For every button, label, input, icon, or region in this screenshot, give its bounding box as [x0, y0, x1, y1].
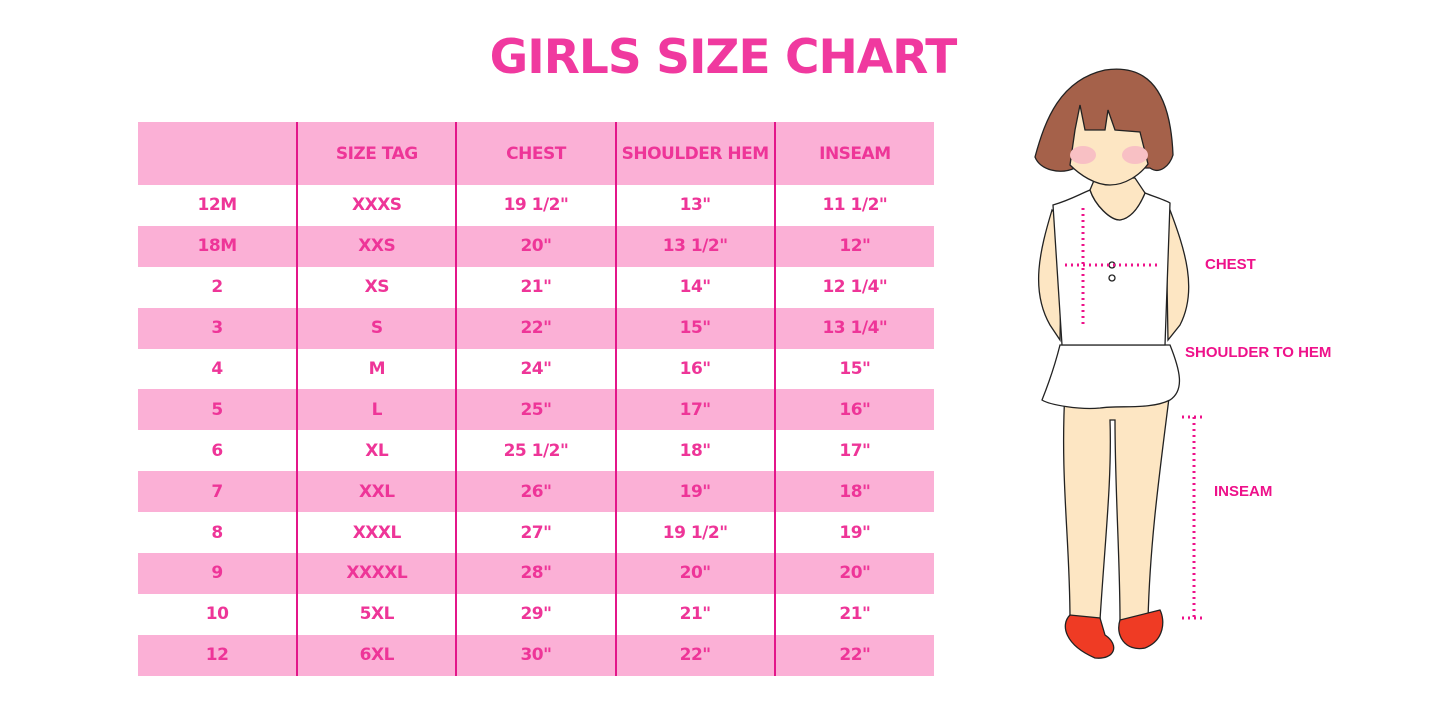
face	[1069, 104, 1149, 186]
table-cell: 7	[138, 471, 298, 513]
table-row: 10 5XL 29" 21" 21"	[138, 593, 934, 635]
column-header	[138, 122, 298, 185]
table-cell: 18"	[773, 471, 934, 513]
left-shoe	[1064, 614, 1115, 659]
table-cell: 28"	[455, 553, 616, 594]
page-title: GIRLS SIZE CHART	[489, 30, 958, 85]
table-cell: 18"	[614, 430, 775, 472]
table-cell: S	[296, 307, 457, 349]
table-cell: 19"	[614, 471, 775, 513]
column-header: SHOULDER HEM	[614, 122, 775, 185]
table-header-row: SIZE TAG CHEST SHOULDER HEM INSEAM	[138, 122, 934, 185]
table-cell: 30"	[455, 634, 616, 676]
table-cell: 5XL	[296, 593, 457, 635]
table-cell: XXL	[296, 471, 457, 513]
legs	[1062, 389, 1171, 621]
table-cell: 10	[138, 593, 298, 635]
table-cell: 19 1/2"	[614, 512, 775, 554]
table-cell: 22"	[614, 634, 775, 676]
skirt	[1041, 344, 1181, 410]
table-cell: 3	[138, 307, 298, 349]
table-cell: 25 1/2"	[455, 430, 616, 472]
column-header: INSEAM	[773, 122, 934, 185]
table-cell: 20"	[614, 553, 775, 594]
table-cell: 2	[138, 266, 298, 308]
table-cell: 21"	[773, 593, 934, 635]
table-cell: 11 1/2"	[773, 185, 934, 226]
table-cell: 9	[138, 553, 298, 594]
table-cell: XXXL	[296, 512, 457, 554]
table-cell: 6	[138, 430, 298, 472]
table-cell: 25"	[455, 389, 616, 431]
table-row: 3 S 22" 15" 13 1/4"	[138, 307, 934, 349]
table-cell: 15"	[773, 348, 934, 390]
table-cell: 22"	[773, 634, 934, 676]
table-cell: 6XL	[296, 634, 457, 676]
table-cell: 5	[138, 389, 298, 431]
inseam-label: INSEAM	[1214, 483, 1273, 500]
table-cell: 21"	[614, 593, 775, 635]
table-cell: 26"	[455, 471, 616, 513]
table-cell: 12"	[773, 225, 934, 267]
table-cell: 19 1/2"	[455, 185, 616, 226]
table-cell: 20"	[773, 553, 934, 594]
column-header: SIZE TAG	[296, 122, 457, 185]
table-cell: 8	[138, 512, 298, 554]
table-cell: 12	[138, 634, 298, 676]
table-cell: 13"	[614, 185, 775, 226]
table-row: 5 L 25" 17" 16"	[138, 389, 934, 431]
table-cell: 24"	[455, 348, 616, 390]
table-cell: 15"	[614, 307, 775, 349]
table-cell: 18M	[138, 225, 298, 267]
table-cell: 21"	[455, 266, 616, 308]
table-row: 7 XXL 26" 19" 18"	[138, 471, 934, 513]
table-row: 12 6XL 30" 22" 22"	[138, 634, 934, 676]
table-cell: XXS	[296, 225, 457, 267]
shoulder-to-hem-label: SHOULDER TO HEM	[1185, 344, 1332, 361]
table-cell: 27"	[455, 512, 616, 554]
table-cell: 29"	[455, 593, 616, 635]
table-row: 6 XL 25 1/2" 18" 17"	[138, 430, 934, 472]
table-cell: 12 1/4"	[773, 266, 934, 308]
table-row: 4 M 24" 16" 15"	[138, 348, 934, 390]
table-cell: XXXXL	[296, 553, 457, 594]
table-row: 9 XXXXL 28" 20" 20"	[138, 553, 934, 594]
table-cell: 20"	[455, 225, 616, 267]
table-cell: XL	[296, 430, 457, 472]
table-cell: 12M	[138, 185, 298, 226]
table-cell: 17"	[773, 430, 934, 472]
table-cell: 13 1/2"	[614, 225, 775, 267]
table-cell: 14"	[614, 266, 775, 308]
right-shoe	[1118, 609, 1164, 650]
table-cell: 22"	[455, 307, 616, 349]
table-cell: 19"	[773, 512, 934, 554]
table-cell: XXXS	[296, 185, 457, 226]
column-header: CHEST	[455, 122, 616, 185]
table-cell: 16"	[614, 348, 775, 390]
chest-label: CHEST	[1205, 256, 1256, 273]
table-row: 8 XXXL 27" 19 1/2" 19"	[138, 512, 934, 554]
table-cell: XS	[296, 266, 457, 308]
size-chart-table: SIZE TAG CHEST SHOULDER HEM INSEAM 12M XXXS 1…	[138, 122, 934, 676]
table-cell: 17"	[614, 389, 775, 431]
table-row: 12M XXXS 19 1/2" 13" 11 1/2"	[138, 185, 934, 226]
table-row: 2 XS 21" 14" 12 1/4"	[138, 266, 934, 308]
table-cell: 13 1/4"	[773, 307, 934, 349]
table-cell: 16"	[773, 389, 934, 431]
table-cell: L	[296, 389, 457, 431]
neck	[1089, 177, 1146, 221]
table-row: 18M XXS 20" 13 1/2" 12"	[138, 225, 934, 267]
girl-measurement-illustration	[1034, 68, 1202, 659]
table-cell: 4	[138, 348, 298, 390]
table-cell: M	[296, 348, 457, 390]
